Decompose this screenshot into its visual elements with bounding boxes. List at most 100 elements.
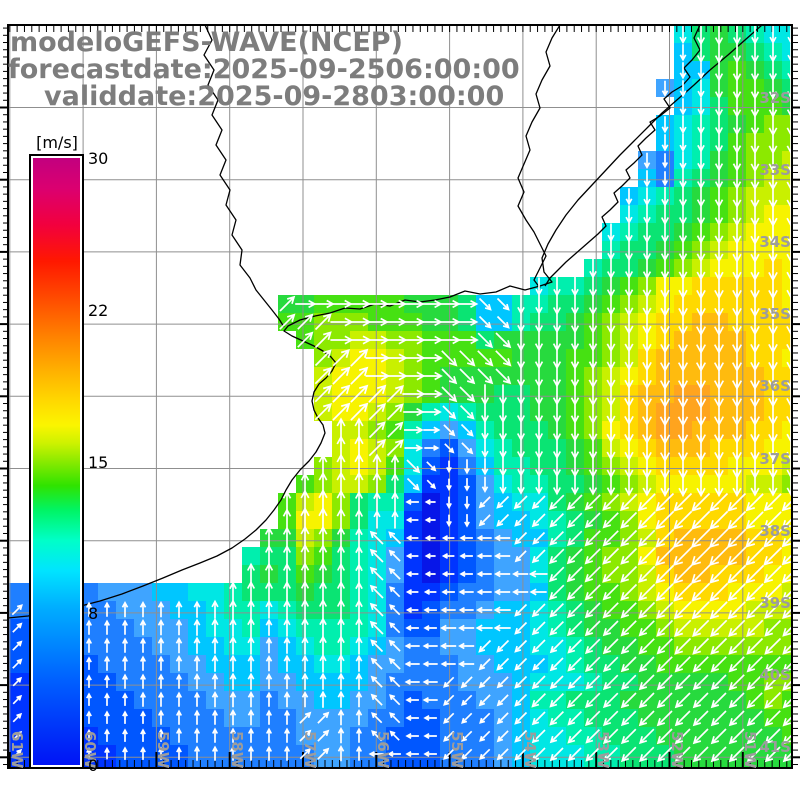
wind-arrow [637,511,656,530]
wind-arrow [441,350,458,367]
wind-arrow [405,625,419,631]
wind-arrow [121,637,129,653]
wind-arrow [566,566,583,583]
wind-arrow [710,746,727,763]
wind-arrow [763,511,782,530]
wind-arrow [602,620,619,637]
wind-arrow [371,712,383,724]
wind-arrow [750,473,760,497]
wind-arrow [661,134,669,152]
wind-arrow [157,673,165,689]
wind-arrow [318,598,328,620]
wave-cell [782,727,791,745]
wind-arrow [585,674,601,690]
wind-arrow [389,586,401,598]
wind-arrow [764,619,782,637]
wind-arrow [638,728,655,745]
wave-cell [782,385,791,403]
wind-arrow [446,496,452,510]
wave-cell [9,745,26,767]
coastline-lagoa-mirim [517,26,561,289]
wind-arrow [584,656,601,673]
lat-label: 41S [759,738,791,757]
wind-arrow [423,715,437,721]
wind-arrow [673,510,693,530]
wind-arrow [368,750,384,758]
wind-arrow [175,727,183,743]
wind-arrow [350,384,369,403]
wind-arrow [247,745,255,761]
wind-arrow [745,511,764,530]
wind-arrow [674,674,691,691]
wind-arrow [781,518,791,530]
wind-arrow [549,512,565,528]
wind-arrow [656,638,673,655]
wind-arrow [85,619,93,635]
wave-cell [782,439,791,457]
wind-arrow [265,727,273,743]
wind-arrow [786,220,791,246]
wind-arrow [535,277,543,297]
wind-arrow [692,674,709,691]
wind-arrow [337,727,345,744]
wind-arrow [710,710,727,727]
wind-arrow [726,528,747,549]
wind-arrow [728,692,745,709]
wind-arrow [495,332,512,349]
wind-arrow [387,751,401,757]
wind-arrow [355,691,363,708]
wind-arrow [459,386,476,403]
wind-arrow [781,554,791,566]
wind-arrow [496,315,510,329]
wind-arrow [193,745,201,761]
wind-arrow [300,580,310,602]
wind-arrow [389,694,401,706]
wind-arrow [424,517,436,523]
wind-arrow [549,747,564,762]
lon-label: 61W [7,731,26,769]
wave-cell [782,259,791,277]
wind-arrow [441,571,455,577]
wind-arrow [265,745,273,761]
wind-arrow [444,443,455,454]
wind-arrow [369,566,384,581]
wind-arrow [710,656,727,673]
wind-arrow [355,745,363,761]
wind-arrow [764,746,781,763]
wind-arrow [692,710,709,727]
wave-cell [782,115,791,133]
wind-arrow [283,654,291,672]
coastline-uruguay-river [203,26,285,328]
wind-arrow [691,601,710,620]
wind-arrow [282,580,292,602]
wind-arrow [464,478,470,492]
wind-arrow [496,748,509,761]
wind-arrow [787,26,791,45]
colorbar-tick-label: 8 [88,604,99,624]
wind-arrow [782,680,791,691]
wind-arrow [229,709,237,726]
wind-arrow [656,619,674,637]
wind-arrow [282,526,292,548]
wind-arrow [370,657,383,670]
wind-arrow [478,676,491,689]
wind-arrow [459,368,476,385]
wind-arrow [514,531,528,545]
wind-arrow [387,421,404,438]
wind-arrow [672,546,693,567]
wind-arrow [661,116,669,134]
wind-arrow [786,364,791,390]
wind-arrow [782,662,791,673]
wave-cell [782,529,791,547]
wind-arrow [476,606,493,614]
wind-arrow [350,366,369,385]
wind-arrow [786,382,791,408]
wind-arrow [246,580,256,602]
wind-arrow [602,692,619,709]
wind-arrow [337,672,345,690]
wind-arrow [679,44,687,62]
wind-arrow [229,691,237,708]
wind-arrow [531,639,546,654]
wind-arrow [697,62,705,80]
direction-arrows [11,26,791,763]
